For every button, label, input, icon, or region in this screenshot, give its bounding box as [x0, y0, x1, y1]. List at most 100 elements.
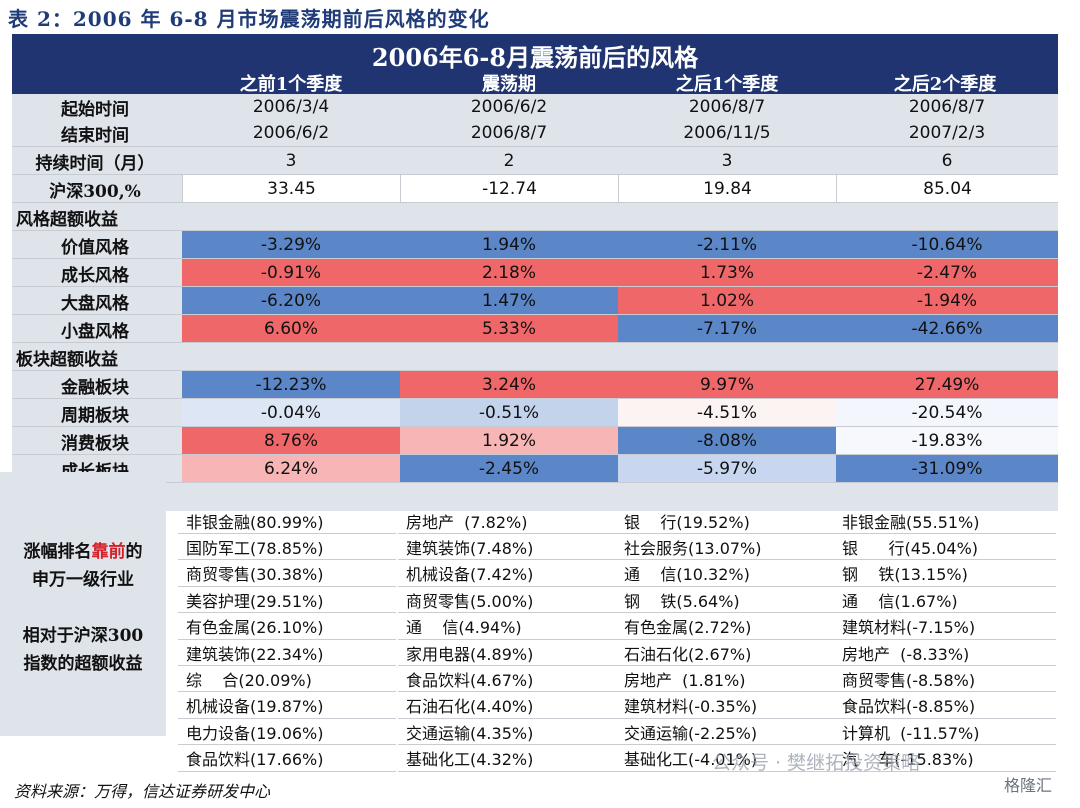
table-title: 表 2：2006 年 6-8 月市场震荡期前后风格的变化	[8, 7, 490, 31]
industry-cell: 汽 车(-15.83%)	[834, 746, 1056, 772]
metric-cell: -42.66%	[836, 315, 1058, 343]
metric-cell: 1.73%	[618, 259, 836, 287]
metric-cell: 6.24%	[182, 455, 400, 483]
metric-cell: -7.17%	[618, 315, 836, 343]
industry-cell: 通 信(1.67%)	[834, 587, 1056, 614]
industry-cell: 银 行(45.04%)	[834, 534, 1056, 561]
industry-label-bottom: 相对于沪深300 指数的超额收益	[0, 622, 166, 678]
metric-cell: -2.47%	[836, 259, 1058, 287]
metric-cell: -20.54%	[836, 399, 1058, 427]
metric-row: 大盘风格 -6.20% 1.47% 1.02% -1.94%	[12, 286, 1058, 315]
row-label: 结束时间	[61, 125, 129, 146]
metric-cell: 9.97%	[618, 371, 836, 399]
metric-cell: -2.45%	[400, 455, 618, 483]
metric-row: 金融板块 -12.23% 3.24% 9.97% 27.49%	[12, 370, 1058, 399]
metric-row: 成长板块6.24%-2.45%-5.97%-31.09%	[12, 454, 1058, 483]
metric-cell: -0.51%	[400, 399, 618, 427]
row-label: 持续时间（月）	[35, 153, 155, 174]
metric-cell: -1.94%	[836, 287, 1058, 315]
industry-cell: 基础化工(4.32%)	[398, 746, 616, 772]
metric-cell: -19.83%	[836, 427, 1058, 455]
industry-cell: 计算机 (-11.57%)	[834, 719, 1056, 746]
industry-cell: 钢 铁(5.64%)	[616, 587, 834, 614]
section-header: 风格超额收益	[12, 202, 1058, 231]
industry-cell: 机械设备(19.87%)	[178, 693, 396, 719]
section-title: 板块超额收益	[16, 349, 118, 370]
metric-cell: -5.97%	[618, 455, 836, 483]
industry-cell: 家用电器(4.89%)	[398, 640, 616, 666]
row-label: 小盘风格	[61, 321, 129, 342]
industry-cell: 机械设备(7.42%)	[398, 561, 616, 587]
row-label: 沪深300,%	[49, 181, 141, 202]
watermark-logo: 格隆汇	[1004, 776, 1053, 795]
info-row: 起始时间 2006/3/4 2006/6/2 2006/8/7 2006/8/7	[12, 94, 1058, 120]
info-cell: 2006/6/2	[252, 123, 330, 143]
header-col-after1: 之后1个季度	[675, 74, 779, 95]
metric-cell: 1.47%	[400, 287, 618, 315]
info-cell: 2006/6/2	[470, 97, 548, 117]
industry-cell: 商贸零售(5.00%)	[398, 587, 616, 614]
info-cell: 2006/8/7	[908, 97, 986, 117]
industry-cell: 交通运输(-2.25%)	[616, 719, 834, 746]
metric-cell: 2.18%	[400, 259, 618, 287]
source-note: 资料来源：万得，信达证券研发中心	[14, 782, 271, 801]
metric-cell: -8.08%	[618, 427, 836, 455]
info-cell: 3	[285, 151, 297, 171]
info-cell: 2	[503, 151, 515, 171]
row-label: 消费板块	[61, 433, 129, 454]
industry-cell: 房地产 (1.81%)	[616, 666, 834, 693]
metric-cell: 27.49%	[836, 371, 1058, 399]
industry-left-label: 涨幅排名靠前的 申万一级行业 相对于沪深300 指数的超额收益	[0, 472, 166, 736]
metric-cell: 1.94%	[400, 231, 618, 259]
row-label: 大盘风格	[61, 293, 129, 314]
header-col-volatile: 震荡期	[482, 74, 536, 95]
info-cell: 3	[721, 151, 733, 171]
industry-cell: 建筑装饰(22.34%)	[178, 640, 396, 666]
section-title: 风格超额收益	[16, 209, 118, 230]
industry-cell: 房地产 (7.82%)	[398, 508, 616, 534]
industry-label-text: 申万一级行业	[32, 570, 134, 590]
industry-label-text: 的	[125, 542, 143, 562]
industry-cell: 银 行(19.52%)	[616, 508, 834, 534]
metric-row: 价值风格 -3.29% 1.94% -2.11% -10.64%	[12, 230, 1058, 259]
industry-cell: 食品饮料(4.67%)	[398, 666, 616, 693]
row-label: 周期板块	[61, 405, 129, 426]
info-cell: 2006/8/7	[688, 97, 766, 117]
row-label: 价值风格	[61, 237, 129, 258]
table-header: 2006年6-8月震荡前后的风格 之前1个季度 震荡期 之后1个季度 之后2个季…	[12, 34, 1058, 95]
industry-label-text: 涨幅排名	[23, 542, 92, 562]
industry-cell: 建筑材料(-0.35%)	[616, 693, 834, 719]
industry-cell: 石油石化(2.67%)	[616, 640, 834, 666]
metric-row: 消费板块 8.76% 1.92% -8.08% -19.83%	[12, 426, 1058, 455]
info-cell: 6	[941, 151, 953, 171]
header-col-before: 之前1个季度	[239, 74, 343, 95]
info-cell: 2006/3/4	[252, 97, 330, 117]
industry-cell: 美容护理(29.51%)	[178, 587, 396, 614]
metric-cell: 5.33%	[400, 315, 618, 343]
metric-cell: -10.64%	[836, 231, 1058, 259]
industry-cell: 通 信(4.94%)	[398, 614, 616, 640]
metric-cell: -0.04%	[182, 399, 400, 427]
industry-cell: 房地产 (-8.33%)	[834, 640, 1056, 666]
industry-cell: 国防军工(78.85%)	[178, 534, 396, 561]
metric-cell: 1.02%	[618, 287, 836, 315]
industry-cell: 食品饮料(-8.85%)	[834, 693, 1056, 719]
industry-cell: 交通运输(4.35%)	[398, 719, 616, 746]
info-cell: 19.84	[618, 175, 836, 203]
metric-cell: 6.60%	[182, 315, 400, 343]
header-main-title: 2006年6-8月震荡前后的风格	[371, 43, 699, 72]
industry-cell: 基础化工(-4.01%)	[616, 746, 834, 772]
info-row: 结束时间 2006/6/2 2006/8/7 2006/11/5 2007/2/3	[12, 120, 1058, 146]
info-cell: 85.04	[836, 175, 1058, 203]
industry-cell: 综 合(20.09%)	[178, 666, 396, 693]
info-cell: 2007/2/3	[908, 123, 986, 143]
industry-label-text: 指数的超额收益	[23, 654, 143, 674]
industry-cell: 建筑材料(-7.15%)	[834, 614, 1056, 640]
info-row: 沪深300,% 33.45 -12.74 19.84 85.04	[12, 174, 1058, 203]
industry-cell: 商贸零售(30.38%)	[178, 561, 396, 587]
metric-cell: 1.92%	[400, 427, 618, 455]
info-row: 持续时间（月） 3 2 3 6	[12, 146, 1058, 175]
industry-label-top: 涨幅排名靠前的 申万一级行业	[0, 538, 166, 594]
metric-cell: -3.29%	[182, 231, 400, 259]
industry-cell: 非银金融(80.99%)	[178, 508, 396, 534]
